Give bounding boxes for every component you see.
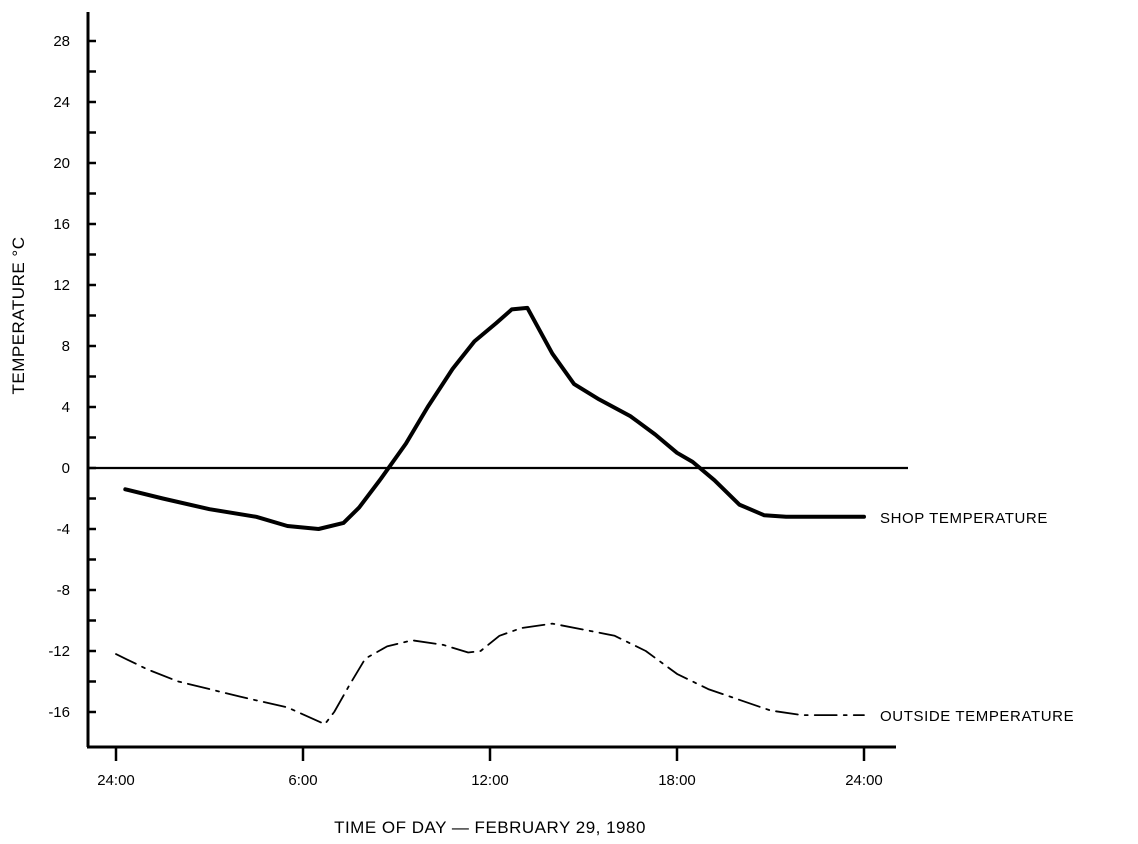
y-tick-label: 24 (53, 94, 70, 111)
axes (86, 12, 908, 749)
y-axis-title: TEMPERATURE °C (9, 237, 28, 395)
x-axis-ticks: 24:00 6:00 12:00 18:00 24:00 (97, 747, 883, 789)
y-tick-label: 0 (62, 460, 70, 477)
series-end-label: OUTSIDE TEMPERATURE (880, 708, 1074, 725)
y-tick-label: -4 (57, 521, 70, 538)
series-lines (115, 305, 866, 726)
y-tick-label: -16 (48, 704, 70, 721)
y-tick-label: 12 (53, 277, 70, 294)
x-tick-label: 18:00 (658, 772, 696, 789)
y-tick-label: -12 (48, 643, 70, 660)
y-tick-label: 16 (53, 216, 70, 233)
x-tick-label: 12:00 (471, 772, 509, 789)
y-tick-label: 20 (53, 155, 70, 172)
y-tick-label: 8 (62, 338, 70, 355)
y-tick-label: -8 (57, 582, 70, 599)
series-end-labels: SHOP TEMPERATURE OUTSIDE TEMPERATURE (880, 510, 1074, 725)
x-axis-title: TIME OF DAY — FEBRUARY 29, 1980 (334, 818, 646, 837)
x-tick-label: 6:00 (288, 772, 317, 789)
y-tick-label: 28 (53, 33, 70, 50)
series-end-label: SHOP TEMPERATURE (880, 510, 1048, 527)
series-line-outside (115, 622, 865, 726)
x-tick-label: 24:00 (845, 772, 883, 789)
x-tick-label: 24:00 (97, 772, 135, 789)
series-line-shop (123, 305, 866, 531)
y-axis-ticks: 28 24 20 16 12 8 4 0 -4 -8 -12 -16 (48, 33, 96, 721)
y-tick-label: 4 (62, 399, 70, 416)
